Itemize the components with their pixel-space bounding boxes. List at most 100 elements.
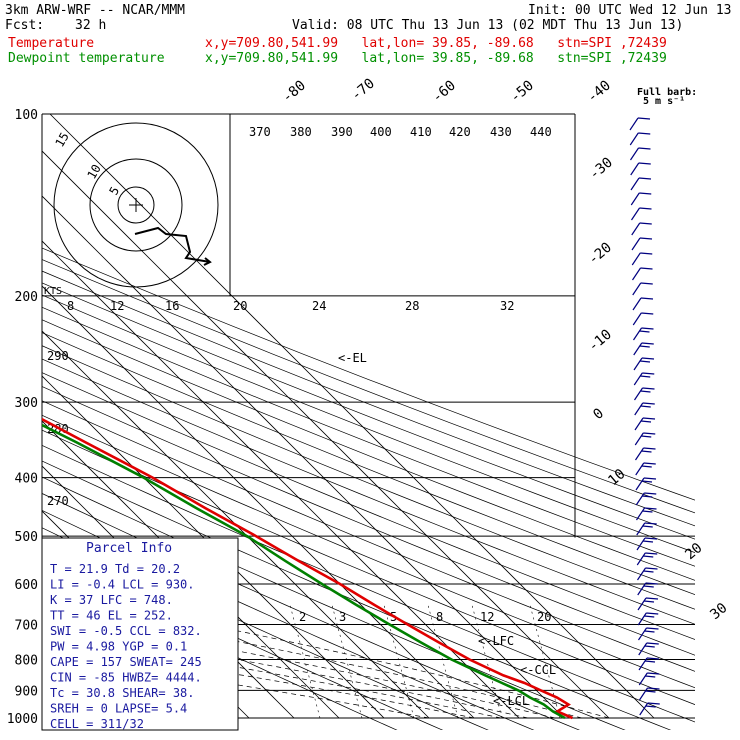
dewpoint-legend: Dewpoint temperature	[8, 51, 165, 66]
wind-barb-flag-24	[643, 477, 657, 480]
wind-barb-staff-22	[635, 447, 644, 461]
pressure-label-700: 700	[15, 618, 38, 633]
parcel-info-box	[41, 537, 239, 731]
hodograph-trace	[134, 226, 211, 263]
hodograph-ring-0	[117, 186, 155, 224]
wind-barb-staff-19	[634, 402, 644, 416]
dry-adiabat-320	[42, 444, 695, 723]
wind-barb-staff-21	[634, 432, 644, 446]
wind-barb-flag2-30	[643, 570, 654, 573]
wind-barb-flag-35	[646, 642, 659, 645]
dewpoint-line	[42, 423, 566, 720]
wind-barb-flag-32	[645, 597, 659, 600]
annotation-ccl: <-CCL	[520, 663, 556, 677]
wind-barb-flag-9	[640, 252, 653, 255]
wind-barb-flag2-17	[640, 375, 651, 378]
moist-adiabat-6	[42, 637, 502, 719]
wind-barb-staff-2	[630, 147, 639, 161]
wind-barb-flag2-37	[645, 675, 656, 678]
parcel-info-row: LI = -0.4 LCL = 930.	[50, 578, 195, 592]
dry-adiabat-470	[42, 247, 695, 501]
forecast-label: Fcst:	[5, 18, 45, 33]
wind-barb-flag-19	[642, 402, 655, 405]
wind-barb-staff-18	[634, 387, 643, 401]
model-title: 3km ARW-WRF -- NCAR/MMM	[5, 3, 186, 18]
wind-barb-staff-5	[630, 192, 640, 206]
parcel-info-row: SREH = 0 LAPSE= 5.4	[50, 702, 187, 716]
mixing-ratio-20	[529, 604, 561, 719]
theta-e-label-420: 420	[449, 125, 471, 139]
mixing-ratio-lower-label-12: 12	[480, 610, 494, 624]
wind-barb-staff-28	[636, 537, 646, 551]
wind-barb-flag-11	[640, 282, 653, 285]
parcel-info-row: CIN = -85 HWBZ= 4444.	[50, 671, 202, 685]
wind-barb-flag-36	[646, 657, 660, 660]
wind-barb-flag-8	[639, 237, 653, 240]
wind-barb-flag-10	[640, 267, 653, 270]
mixing-ratio-lower-label-3: 3	[339, 610, 346, 624]
sounding-profiles: <-EL <-LFC <-CCL <-LCL	[42, 351, 574, 720]
pressure-label-300: 300	[15, 396, 38, 411]
hodograph-ring-2	[53, 122, 219, 288]
wind-barb-flag-12	[640, 297, 654, 300]
wind-barb-flag2-14	[639, 330, 650, 333]
wind-barb-staff-11	[632, 282, 642, 296]
wind-barb-flag-33	[646, 612, 659, 615]
wind-barb-flag2-34	[644, 630, 655, 633]
wind-barb-staff-35	[638, 642, 648, 656]
isotherm-label-11: 30	[707, 600, 730, 623]
wind-barb-flag-25	[644, 492, 657, 495]
wind-barb-flag-22	[643, 447, 656, 450]
mixing-ratio-8	[427, 604, 459, 719]
mixing-ratio-12	[471, 604, 503, 719]
wind-barb-flag2-28	[642, 540, 654, 543]
wind-barb-flag-38	[647, 687, 660, 690]
wind-barb-staff-23	[635, 462, 645, 476]
hodograph-ring-label-15: 15	[52, 130, 71, 150]
wind-barb-flag-23	[643, 462, 656, 465]
wind-barb-flag2-38	[645, 690, 656, 693]
wind-barb-staff-33	[637, 612, 647, 626]
annotation-lfc: <-LFC	[478, 634, 514, 648]
mixing-ratio-label-12: 12	[110, 299, 124, 313]
isotherm-label-10: 20	[682, 540, 705, 563]
wind-barb-flag2-35	[644, 645, 655, 648]
mixing-ratio-label-24: 24	[312, 299, 326, 313]
wind-barb-staff-20	[634, 417, 644, 431]
dry-adiabat-370	[42, 372, 695, 640]
mixing-ratio-5	[383, 604, 415, 719]
wind-barb-flag-39	[647, 702, 660, 705]
wind-barb-flag-4	[638, 177, 652, 180]
wind-barb-staff-8	[631, 237, 641, 251]
isotherm-label-7: -10	[585, 327, 615, 356]
wind-barb-staff-16	[633, 357, 643, 371]
isotherm-label-1: -70	[348, 76, 378, 105]
wind-barb-staff-13	[632, 312, 642, 326]
wind-barb-staff-9	[631, 252, 641, 266]
dry-adiabat-310	[42, 460, 672, 730]
dry-adiabats	[42, 247, 695, 730]
wind-barb-flag-5	[639, 192, 652, 195]
theta-e-label-440: 440	[530, 125, 552, 139]
parcel-info-row: SWI = -0.5 CCL = 832.	[50, 624, 202, 638]
wind-barb-flag-7	[639, 222, 652, 225]
wind-barb-staff-6	[631, 207, 640, 221]
wind-barb-flag-27	[644, 522, 657, 525]
dry-adiabat-390	[42, 345, 695, 610]
pressure-label-800: 800	[15, 653, 38, 668]
wind-barb-staff-1	[629, 132, 639, 146]
wind-barb-staff-38	[639, 687, 648, 701]
dry-adiabat-350	[42, 400, 695, 672]
barb-legend-value: 5 m s⁻¹	[643, 96, 685, 107]
theta-e-label-370: 370	[249, 125, 271, 139]
parcel-info-row: PW = 4.98 YGP = 0.1	[50, 640, 187, 654]
pressure-label-500: 500	[15, 530, 38, 545]
mixing-ratio-label-32: 32	[500, 299, 514, 313]
dry-adiabat-label-290: 290	[47, 349, 69, 363]
mixing-ratio-label-20: 20	[233, 299, 247, 313]
chart-grid	[41, 113, 695, 730]
wind-barb-flag-31	[645, 582, 658, 585]
isotherm-label-4: -40	[584, 78, 614, 107]
wind-barb-staff-29	[636, 552, 646, 566]
